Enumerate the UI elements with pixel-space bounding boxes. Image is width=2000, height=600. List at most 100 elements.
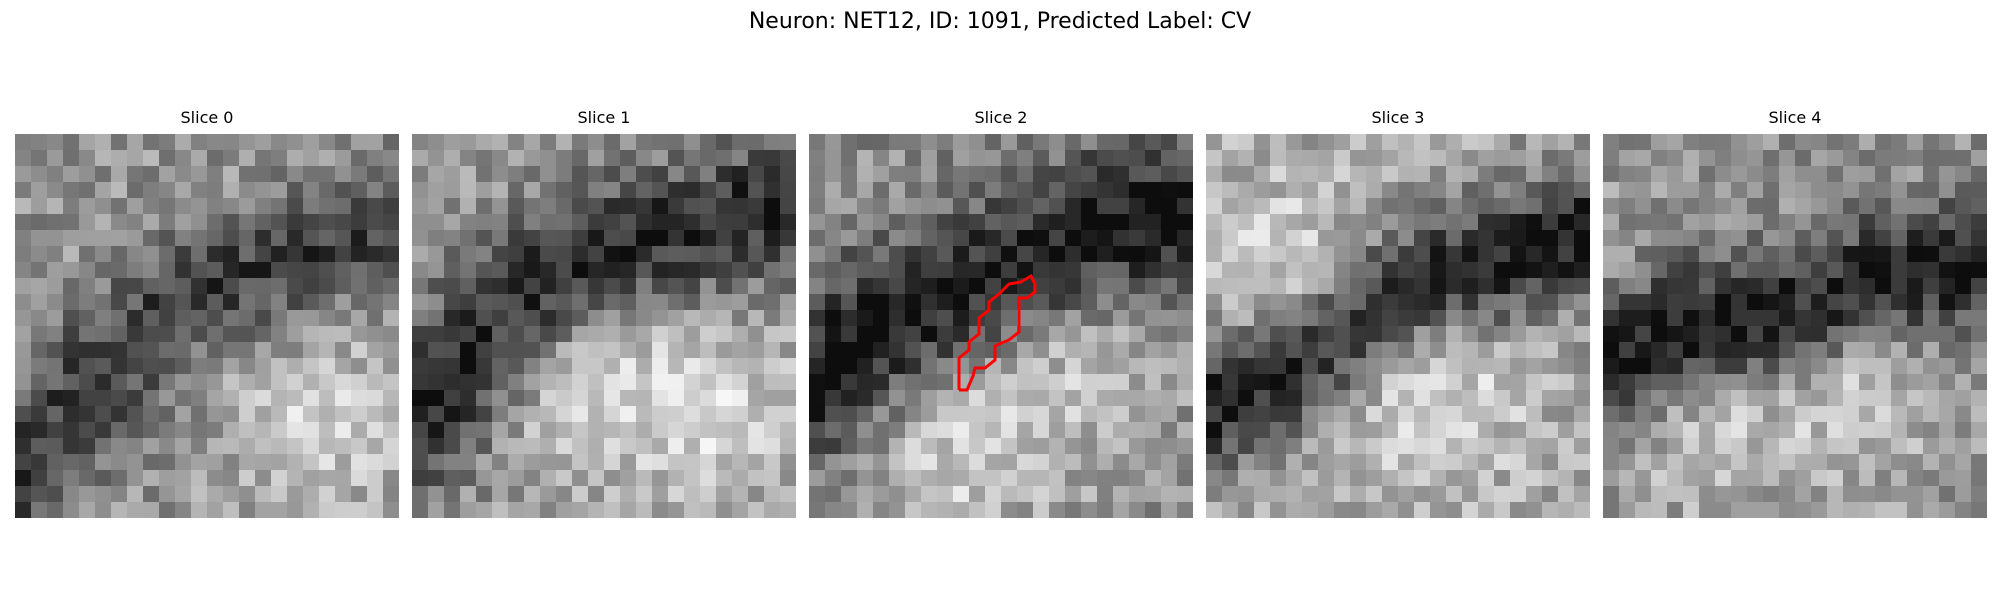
pixel [1238, 182, 1255, 199]
pixel [239, 166, 256, 183]
pixel [383, 246, 399, 263]
pixel [540, 262, 557, 279]
pixel [223, 278, 240, 295]
pixel [1366, 134, 1383, 151]
pixel [1891, 390, 1908, 407]
pixel [1318, 294, 1335, 311]
pixel [223, 470, 240, 487]
pixel [351, 134, 368, 151]
pixel [1350, 230, 1367, 247]
pixel [524, 374, 541, 391]
pixel [1001, 502, 1018, 518]
pixel [1033, 294, 1050, 311]
pixel [1955, 166, 1972, 183]
pixel [95, 502, 112, 518]
pixel [1907, 310, 1924, 327]
pixel [985, 502, 1002, 518]
pixel [809, 374, 826, 391]
pixel [15, 358, 32, 375]
pixel [239, 182, 256, 199]
pixel [444, 278, 461, 295]
pixel [1635, 246, 1652, 263]
pixel [1334, 390, 1351, 407]
pixel [668, 182, 685, 199]
pixel [652, 134, 669, 151]
pixel [857, 486, 874, 503]
pixel [857, 278, 874, 295]
pixel [508, 310, 525, 327]
pixel [111, 134, 128, 151]
pixel [1699, 470, 1716, 487]
pixel [1097, 198, 1114, 215]
pixel [63, 246, 80, 263]
pixel [716, 246, 733, 263]
pixel [1286, 262, 1303, 279]
pixel [1971, 486, 1987, 503]
pixel [1478, 310, 1495, 327]
pixel [1065, 390, 1082, 407]
pixel [905, 278, 922, 295]
pixel [1206, 246, 1223, 263]
pixel [1667, 374, 1684, 391]
pixel [1907, 486, 1924, 503]
pixel [476, 390, 493, 407]
pixel [159, 310, 176, 327]
pixel [716, 454, 733, 471]
pixel [1254, 310, 1271, 327]
pixel [809, 310, 826, 327]
pixel [319, 470, 336, 487]
pixel [1446, 470, 1463, 487]
pixel [175, 486, 192, 503]
pixel [1113, 470, 1130, 487]
pixel [239, 502, 256, 518]
pixel [1494, 150, 1511, 167]
pixel [1177, 182, 1193, 199]
pixel [63, 150, 80, 167]
pixel [15, 438, 32, 455]
pixel [1017, 214, 1034, 231]
pixel [700, 294, 717, 311]
pixel [383, 438, 399, 455]
pixel [1699, 406, 1716, 423]
pixel [1286, 406, 1303, 423]
pixel [47, 454, 64, 471]
pixel [460, 358, 477, 375]
pixel [937, 166, 954, 183]
pixel [1049, 454, 1066, 471]
pixel [969, 198, 986, 215]
pixel [1891, 246, 1908, 263]
pixel [1129, 342, 1146, 359]
pixel [700, 166, 717, 183]
pixel [969, 278, 986, 295]
pixel [636, 150, 653, 167]
pixel [1715, 454, 1732, 471]
pixel [1177, 166, 1193, 183]
pixel [1619, 486, 1636, 503]
pixel [1494, 470, 1511, 487]
pixel [1574, 470, 1590, 487]
pixel [1446, 326, 1463, 343]
pixel [1923, 374, 1940, 391]
pixel [764, 438, 781, 455]
pixel [1270, 406, 1287, 423]
pixel [255, 454, 272, 471]
pixel [889, 230, 906, 247]
pixel [684, 182, 701, 199]
pixel [937, 294, 954, 311]
pixel [809, 486, 826, 503]
pixel [953, 406, 970, 423]
pixel [1049, 470, 1066, 487]
pixel [476, 374, 493, 391]
pixel [255, 310, 272, 327]
pixel [1939, 310, 1956, 327]
pixel [1366, 182, 1383, 199]
pixel [809, 214, 826, 231]
pixel [367, 502, 384, 518]
pixel [1907, 422, 1924, 439]
pixel [367, 246, 384, 263]
pixel [335, 342, 352, 359]
pixel [905, 246, 922, 263]
pixel [668, 502, 685, 518]
pixel [780, 374, 796, 391]
pixel [319, 262, 336, 279]
